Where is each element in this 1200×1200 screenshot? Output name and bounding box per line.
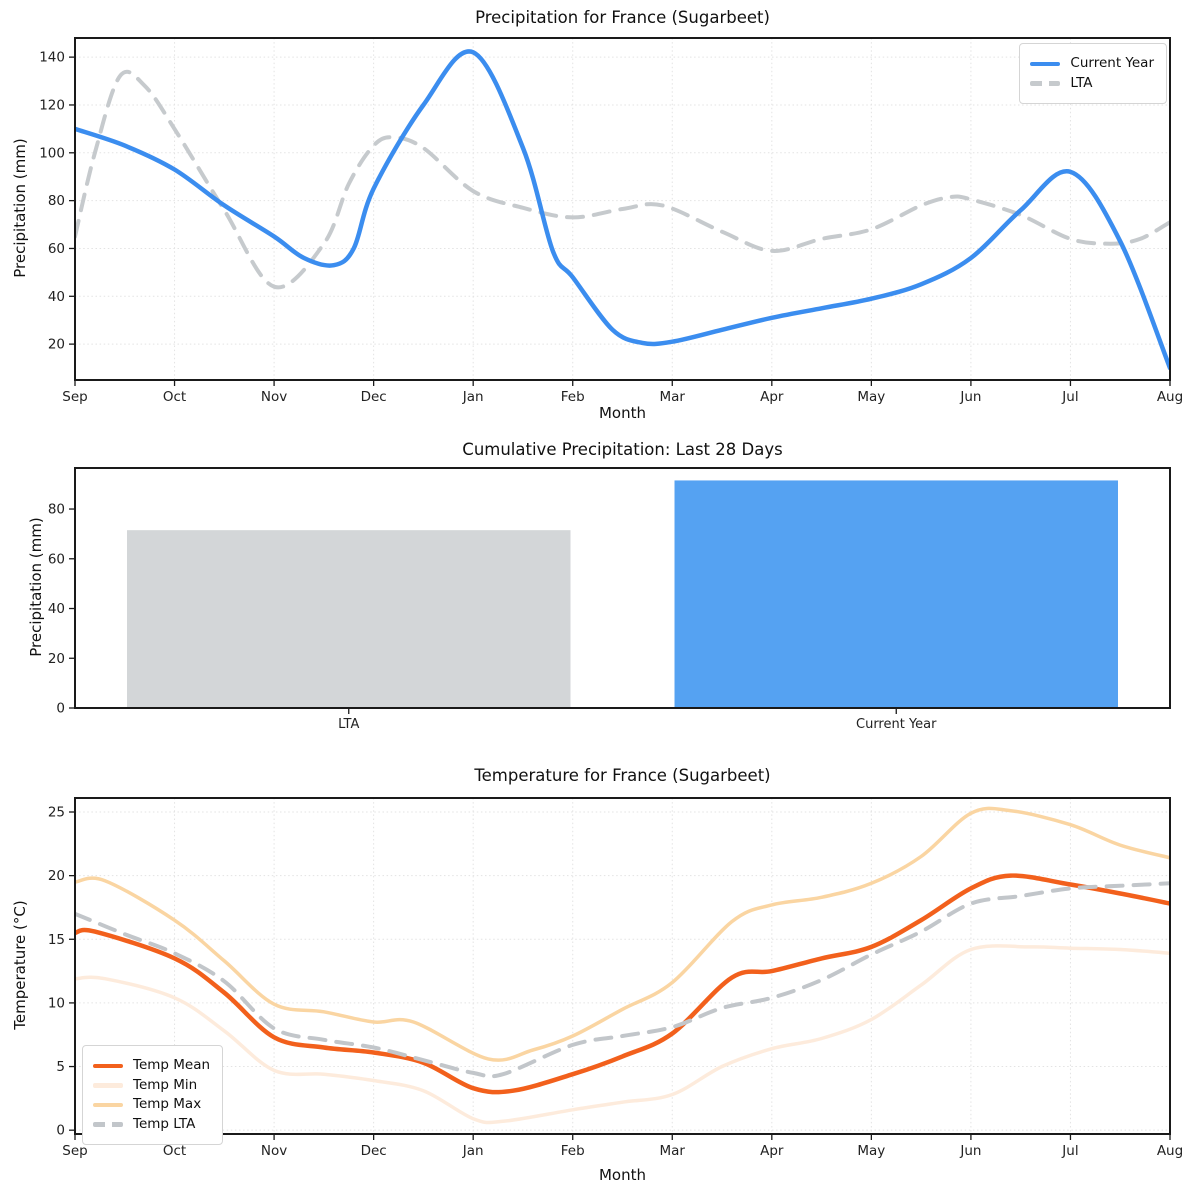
legend-swatch-temp-lta bbox=[93, 1122, 123, 1127]
temperature-line-chart: Temperature for France (Sugarbeet) Tempe… bbox=[0, 758, 1200, 1200]
axes-spines bbox=[74, 797, 1171, 1135]
x-tick-label: Dec bbox=[361, 389, 387, 405]
precip-chart-title: Precipitation for France (Sugarbeet) bbox=[475, 8, 770, 27]
bar-category-label: Current Year bbox=[856, 717, 937, 732]
series-line-lta bbox=[75, 69, 1170, 290]
legend-item-temp-lta: Temp LTA bbox=[93, 1115, 210, 1132]
cumulative-chart-title: Cumulative Precipitation: Last 28 Days bbox=[462, 440, 783, 459]
temp-x-axis-label: Month bbox=[598, 1166, 646, 1184]
precip-legend: Current Year LTA bbox=[1019, 43, 1167, 104]
bar-lta bbox=[127, 530, 571, 708]
series-line-temp-mean bbox=[75, 873, 1170, 1095]
y-tick-label: 20 bbox=[48, 337, 65, 353]
x-tick-label: Jul bbox=[1061, 1143, 1078, 1159]
legend-swatch-temp-min bbox=[93, 1083, 123, 1088]
y-tick-label: 60 bbox=[48, 551, 65, 567]
legend-swatch-lta bbox=[1030, 81, 1061, 86]
legend-swatch-temp-mean bbox=[93, 1063, 123, 1068]
x-tick-label: Mar bbox=[660, 1143, 686, 1159]
temp-chart-title: Temperature for France (Sugarbeet) bbox=[474, 766, 771, 785]
x-tick-label: Jun bbox=[959, 389, 981, 405]
legend-swatch-temp-max bbox=[93, 1102, 123, 1107]
y-tick-label: 140 bbox=[39, 50, 65, 66]
legend-label-lta: LTA bbox=[1070, 74, 1093, 91]
series-line-temp-lta bbox=[75, 881, 1170, 1079]
axes-spines bbox=[74, 37, 1171, 381]
x-tick-label: Sep bbox=[62, 389, 87, 405]
y-tick-label: 25 bbox=[48, 805, 65, 821]
y-tick-label: 5 bbox=[56, 1059, 65, 1075]
y-tick-label: 40 bbox=[48, 601, 65, 617]
x-tick-label: Mar bbox=[660, 389, 686, 405]
precip-x-axis-label: Month bbox=[598, 404, 646, 422]
x-tick-label: Aug bbox=[1157, 389, 1183, 405]
x-tick-label: Oct bbox=[163, 389, 186, 405]
x-tick-label: Jun bbox=[959, 1143, 981, 1159]
y-tick-label: 20 bbox=[48, 868, 65, 884]
y-tick-label: 15 bbox=[48, 932, 65, 948]
precip-plot-area: 20 40 60 80 100 120 140 Sep Oct Nov Dec Jan Feb Mar Ap… bbox=[39, 37, 1183, 405]
y-tick-label: 80 bbox=[48, 502, 65, 518]
x-tick-label: Aug bbox=[1157, 1143, 1183, 1159]
x-tick-label: May bbox=[857, 389, 885, 405]
legend-item-lta: LTA bbox=[1030, 74, 1154, 91]
temp-legend: Temp Mean Temp Min Temp Max Temp LTA bbox=[82, 1045, 224, 1145]
series-line-temp-max bbox=[75, 806, 1170, 1062]
legend-item-temp-min: Temp Min bbox=[93, 1076, 210, 1093]
y-tick-label: 60 bbox=[48, 241, 65, 257]
y-tick-label: 100 bbox=[39, 145, 65, 161]
x-tick-label: Jul bbox=[1061, 389, 1078, 405]
x-tick-label: May bbox=[857, 1143, 885, 1159]
x-tick-label: Jan bbox=[462, 1143, 484, 1159]
axes-spines bbox=[74, 467, 1171, 709]
legend-item-temp-max: Temp Max bbox=[93, 1096, 210, 1112]
x-tick-label: Feb bbox=[561, 1143, 585, 1159]
bar-current-year bbox=[674, 480, 1118, 708]
x-tick-label: Dec bbox=[361, 1143, 387, 1159]
legend-swatch-current-year bbox=[1030, 61, 1061, 66]
legend-label-temp-max: Temp Max bbox=[133, 1096, 202, 1112]
x-tick-label: Jan bbox=[462, 389, 484, 405]
series-line-temp-min bbox=[75, 944, 1170, 1125]
precipitation-line-chart: Precipitation for France (Sugarbeet) Pre… bbox=[0, 0, 1200, 438]
y-tick-label: 0 bbox=[56, 1123, 65, 1139]
y-tick-label: 0 bbox=[56, 701, 65, 717]
y-tick-label: 20 bbox=[48, 651, 65, 667]
x-tick-label: Apr bbox=[760, 389, 784, 405]
x-tick-label: Apr bbox=[760, 1143, 784, 1159]
y-tick-label: 80 bbox=[48, 193, 65, 209]
x-tick-label: Sep bbox=[62, 1143, 87, 1159]
cumulative-plot-area: 0 20 40 60 80 LTA Current Year bbox=[48, 467, 1171, 732]
x-tick-label: Nov bbox=[261, 389, 287, 405]
legend-item-temp-mean: Temp Mean bbox=[93, 1057, 211, 1073]
x-tick-label: Nov bbox=[261, 1143, 287, 1159]
cumulative-precip-bar-chart: Cumulative Precipitation: Last 28 Days P… bbox=[0, 438, 1200, 758]
temp-plot-area: 0 5 10 15 20 25 Sep Oct Nov Dec Jan Feb Mar Apr May Jun… bbox=[48, 797, 1183, 1159]
legend-label-current-year: Current Year bbox=[1070, 55, 1154, 71]
x-tick-label: Oct bbox=[163, 1143, 186, 1159]
y-tick-label: 10 bbox=[48, 995, 65, 1011]
legend-label-temp-mean: Temp Mean bbox=[133, 1057, 211, 1073]
x-tick-label: Feb bbox=[561, 389, 585, 405]
legend-label-temp-min: Temp Min bbox=[133, 1076, 198, 1093]
y-tick-label: 40 bbox=[48, 289, 65, 305]
bar-category-label: LTA bbox=[338, 717, 359, 732]
legend-item-current-year: Current Year bbox=[1030, 55, 1154, 71]
legend-label-temp-lta: Temp LTA bbox=[133, 1115, 196, 1132]
y-tick-label: 120 bbox=[39, 97, 65, 113]
series-line-current-year bbox=[75, 49, 1170, 371]
